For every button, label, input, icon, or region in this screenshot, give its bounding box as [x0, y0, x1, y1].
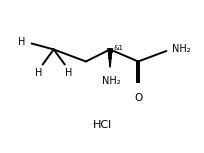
- Text: H: H: [18, 37, 25, 47]
- Polygon shape: [108, 49, 112, 67]
- Text: NH₂: NH₂: [102, 76, 120, 86]
- Text: H: H: [35, 69, 42, 78]
- Text: &1: &1: [113, 45, 123, 51]
- Text: H: H: [65, 69, 72, 78]
- Text: HCl: HCl: [92, 120, 112, 130]
- Text: O: O: [134, 93, 142, 103]
- Text: NH₂: NH₂: [172, 45, 191, 54]
